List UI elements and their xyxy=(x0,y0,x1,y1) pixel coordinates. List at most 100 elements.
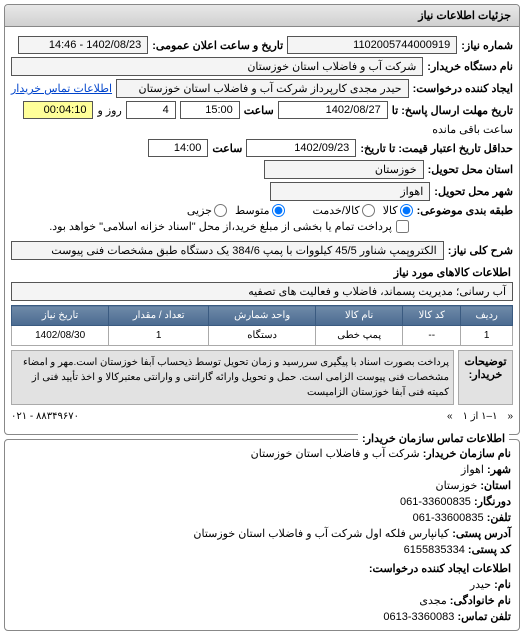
note-label: توضیحات خریدار: xyxy=(458,350,513,405)
checkbox-payment-label[interactable]: پرداخت تمام یا بخشی از مبلغ خرید،از محل … xyxy=(49,220,409,233)
td-3: دستگاه xyxy=(209,326,316,346)
contact-address-label: آدرس پستی: xyxy=(452,528,511,540)
contact-address: کیانپارس فلکه اول شرکت آب و فاضلاب استان… xyxy=(193,528,449,540)
checkbox-payment[interactable] xyxy=(396,220,409,233)
table-header-row: ردیف کد کالا نام کالا واحد شمارش تعداد /… xyxy=(12,306,513,326)
remain-days-field: 4 xyxy=(126,101,176,119)
contact-tel2-label: تلفن تماس: xyxy=(457,611,511,623)
row-group: طبقه بندی موضوعی: کالا کالا/خدمت متوسط ج… xyxy=(11,204,513,217)
remain-time-label: ساعت باقی مانده xyxy=(432,123,513,136)
row-tamdid: حداقل تاریخ اعتبار قیمت: تا تاریخ: 1402/… xyxy=(11,139,513,157)
items-table: ردیف کد کالا نام کالا واحد شمارش تعداد /… xyxy=(11,305,513,346)
row-city: شهر محل تحویل: اهواز xyxy=(11,182,513,201)
row-buyer-org: نام دستگاه خریدار: شرکت آب و فاضلاب استا… xyxy=(11,57,513,76)
row-desc: شرح کلی نیاز: الکتروپمپ شناور 45/5 کیلوو… xyxy=(11,241,513,260)
contact-name-row: نام: حیدر xyxy=(13,578,511,591)
row-category: آب رسانی؛ مدیریت پسماند، فاضلاب و فعالیت… xyxy=(11,282,513,301)
contact-province: خوزستان xyxy=(435,480,477,492)
panel-title: جزئیات اطلاعات نیاز xyxy=(5,5,519,27)
panel-body: شماره نیاز: 1102005744000919 تاریخ و ساع… xyxy=(5,27,519,434)
contact-name: حیدر xyxy=(470,579,491,591)
contact-tel2-row: تلفن تماس: 3360083-0613 xyxy=(13,610,511,623)
req-creator-title: اطلاعات ایجاد کننده درخواست: xyxy=(13,562,511,575)
contact-title: اطلاعات تماس سازمان خریدار: xyxy=(358,432,509,445)
need-number-field: 1102005744000919 xyxy=(287,36,457,54)
tamdid-date-field: 1402/09/23 xyxy=(246,139,356,157)
pager-prev[interactable]: « xyxy=(507,411,513,422)
contact-family-label: نام خانوادگی: xyxy=(450,595,511,607)
contact-postal-label: کد پستی: xyxy=(468,544,511,556)
buyer-org-label: نام دستگاه خریدار: xyxy=(427,60,513,73)
row-payment-note: پرداخت تمام یا بخشی از مبلغ خرید،از محل … xyxy=(11,220,513,233)
radio-kala-label[interactable]: کالا xyxy=(383,204,413,217)
time-label-1: ساعت xyxy=(244,104,274,117)
items-section-title: اطلاعات کالاهای مورد نیاز xyxy=(13,266,511,279)
td-0: 1 xyxy=(461,326,513,346)
row-deadline: تاریخ مهلت ارسال پاسخ: تا 1402/08/27 ساع… xyxy=(11,101,513,136)
row-province: استان محل تحویل: خوزستان xyxy=(11,160,513,179)
contact-fax-row: دورنگار: 33600835-061 xyxy=(13,495,511,508)
tamdid-label: حداقل تاریخ اعتبار قیمت: تا تاریخ: xyxy=(360,142,513,155)
province-field: خوزستان xyxy=(264,160,424,179)
time-label-2: ساعت xyxy=(212,142,242,155)
note-row: توضیحات خریدار: پرداخت بصورت اسناد با پی… xyxy=(11,350,513,405)
contact-postal-row: کد پستی: 6155835334 xyxy=(13,543,511,556)
th-0: ردیف xyxy=(461,306,513,326)
desc-label: شرح کلی نیاز: xyxy=(448,244,513,257)
radio-medium[interactable] xyxy=(272,204,285,217)
creator-field: حیدر مجدی کارپرداز شرکت آب و فاضلاب استا… xyxy=(116,79,409,98)
contact-province-row: استان: خوزستان xyxy=(13,479,511,492)
radio-group-size: متوسط جزیی xyxy=(187,204,285,217)
contact-family: مجدی xyxy=(419,595,446,607)
remain-time-field: 00:04:10 xyxy=(23,101,93,119)
deadline-time-field: 15:00 xyxy=(180,101,240,119)
contact-city: اهواز xyxy=(461,464,484,476)
city-label: شهر محل تحویل: xyxy=(434,185,513,198)
pager-next[interactable]: » xyxy=(447,411,453,422)
row-need-number: شماره نیاز: 1102005744000919 تاریخ و ساع… xyxy=(11,36,513,54)
announce-label: تاریخ و ساعت اعلان عمومی: xyxy=(152,39,283,52)
city-field: اهواز xyxy=(270,182,430,201)
deadline-date-field: 1402/08/27 xyxy=(278,101,388,119)
province-label: استان محل تحویل: xyxy=(428,163,513,176)
contact-city-label: شهر: xyxy=(487,464,511,476)
contact-link[interactable]: اطلاعات تماس خریدار xyxy=(11,82,112,95)
th-5: تاریخ نیاز xyxy=(12,306,109,326)
contact-city-row: شهر: اهواز xyxy=(13,463,511,476)
group-label: طبقه بندی موضوعی: xyxy=(417,204,513,217)
radio-kala[interactable] xyxy=(400,204,413,217)
radio-medium-label[interactable]: متوسط xyxy=(235,204,285,217)
contact-tel-label: تلفن: xyxy=(487,512,511,524)
td-4: 1 xyxy=(109,326,209,346)
contact-fax-label: دورنگار: xyxy=(474,496,511,508)
table-row[interactable]: 1 -- پمپ خطی دستگاه 1 1402/08/30 xyxy=(12,326,513,346)
radio-khadamat[interactable] xyxy=(362,204,375,217)
details-panel: جزئیات اطلاعات نیاز شماره نیاز: 11020057… xyxy=(4,4,520,435)
radio-small-label[interactable]: جزیی xyxy=(187,204,227,217)
td-5: 1402/08/30 xyxy=(12,326,109,346)
pager-info: ۱–۱ از ۱ xyxy=(463,411,498,422)
td-2: پمپ خطی xyxy=(316,326,403,346)
desc-field: الکتروپمپ شناور 45/5 کیلووات با پمپ 384/… xyxy=(11,241,444,260)
contact-address-row: آدرس پستی: کیانپارس فلکه اول شرکت آب و ف… xyxy=(13,527,511,540)
td-1: -- xyxy=(403,326,461,346)
row-creator: ایجاد کننده درخواست: حیدر مجدی کارپرداز … xyxy=(11,79,513,98)
category-field: آب رسانی؛ مدیریت پسماند، فاضلاب و فعالیت… xyxy=(11,282,513,301)
contact-org-label: نام سازمان خریدار: xyxy=(423,448,511,460)
deadline-label: تاریخ مهلت ارسال پاسخ: تا xyxy=(392,104,513,117)
note-text: پرداخت بصورت اسناد با پیگیری سررسید و زم… xyxy=(11,350,454,405)
announce-field: 1402/08/23 - 14:46 xyxy=(18,36,148,54)
contact-province-label: استان: xyxy=(480,480,511,492)
th-3: واحد شمارش xyxy=(209,306,316,326)
tamdid-time-field: 14:00 xyxy=(148,139,208,157)
creator-label: ایجاد کننده درخواست: xyxy=(413,82,513,95)
radio-khadamat-label[interactable]: کالا/خدمت xyxy=(313,204,375,217)
contact-family-row: نام خانوادگی: مجدی xyxy=(13,594,511,607)
contact-postal: 6155835334 xyxy=(404,544,465,556)
contact-tel2: 3360083-0613 xyxy=(383,611,454,623)
th-4: تعداد / مقدار xyxy=(109,306,209,326)
remain-days-label: روز و xyxy=(97,104,121,117)
contact-org-row: نام سازمان خریدار: شرکت آب و فاضلاب استا… xyxy=(13,447,511,460)
radio-small[interactable] xyxy=(214,204,227,217)
th-2: نام کالا xyxy=(316,306,403,326)
